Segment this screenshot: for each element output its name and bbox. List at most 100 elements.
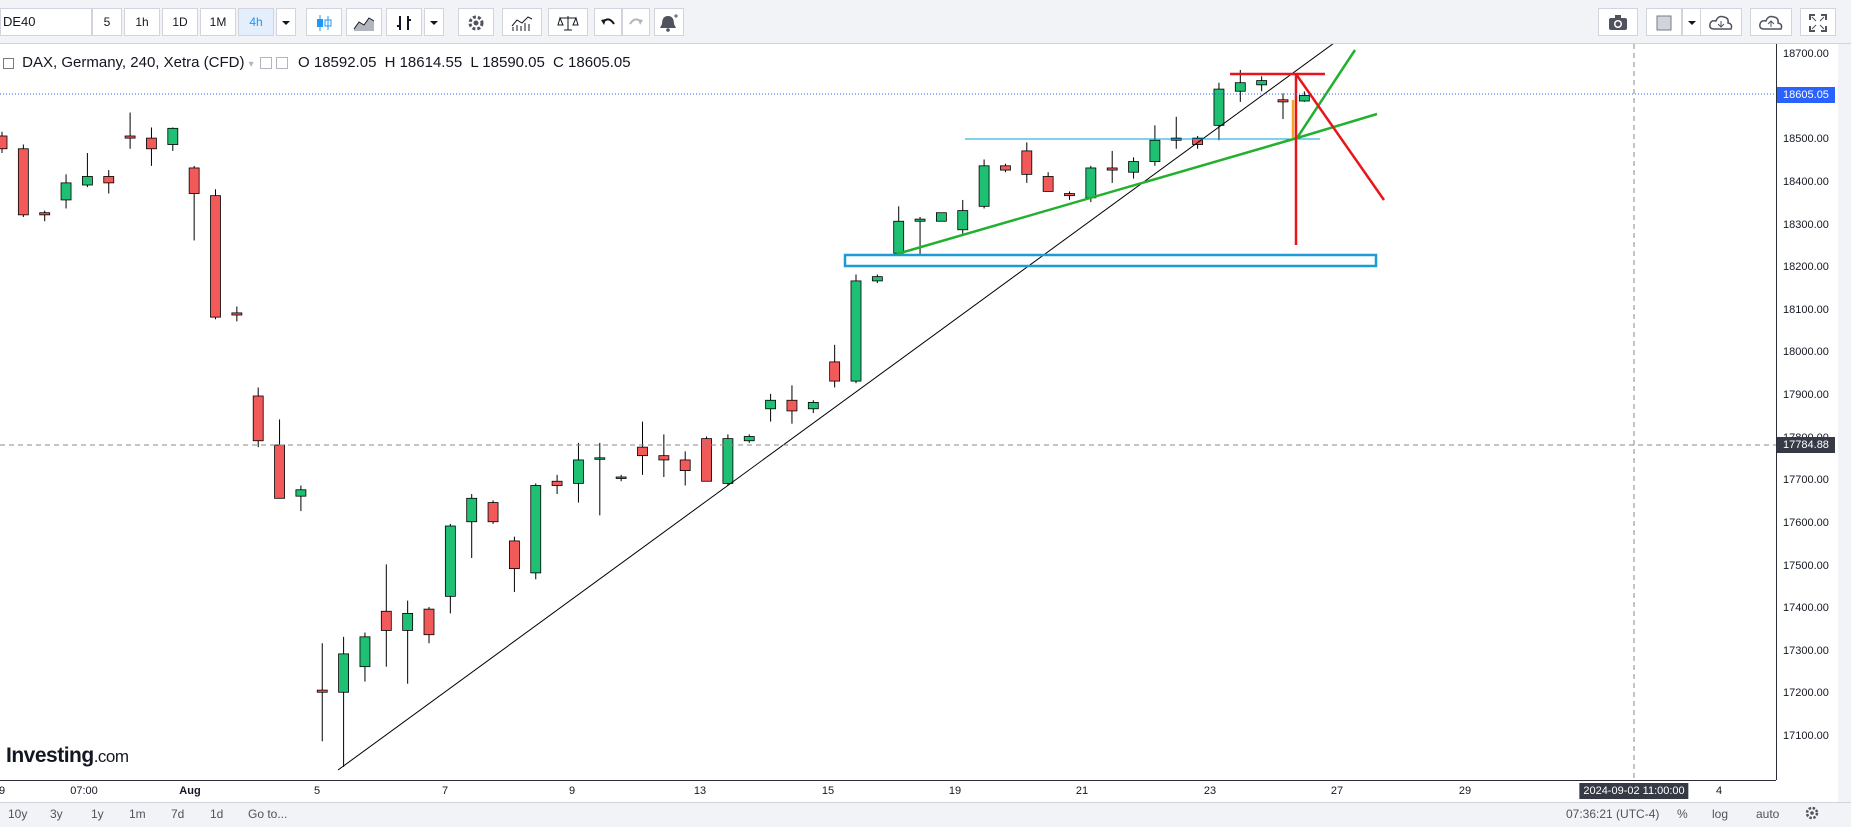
candle[interactable] <box>1149 125 1161 166</box>
candle[interactable] <box>60 174 72 209</box>
indicators-icon[interactable] <box>502 8 542 36</box>
candle[interactable] <box>701 436 712 482</box>
candle[interactable] <box>274 419 285 499</box>
area-chart-icon[interactable] <box>346 8 382 36</box>
candle[interactable] <box>914 216 926 256</box>
candle[interactable] <box>1298 91 1310 102</box>
candle[interactable] <box>167 127 179 151</box>
legend-dropdown-icon[interactable]: ▾ <box>248 59 254 70</box>
settings-icon[interactable] <box>458 8 494 36</box>
green-trendline[interactable] <box>896 136 1298 256</box>
candle[interactable] <box>978 159 990 209</box>
candle[interactable] <box>722 434 734 486</box>
support-zone-box[interactable] <box>843 253 1378 268</box>
candle[interactable] <box>594 442 606 516</box>
range-1y-button[interactable]: 1y <box>91 807 104 821</box>
candle[interactable] <box>466 494 478 558</box>
candle[interactable] <box>637 421 648 475</box>
candle[interactable] <box>1256 76 1268 92</box>
candle[interactable] <box>615 474 627 482</box>
interval-1d-button[interactable]: 1D <box>162 8 198 36</box>
format-icon[interactable] <box>275 57 288 70</box>
candle[interactable] <box>1000 163 1011 173</box>
candle[interactable] <box>893 206 905 256</box>
symbol-input[interactable]: DE40 <box>0 8 92 36</box>
interval-5-button[interactable]: 5 <box>92 8 122 36</box>
candle[interactable] <box>1064 191 1075 200</box>
range-1m-button[interactable]: 1m <box>129 807 146 821</box>
collapse-legend-icon[interactable] <box>3 57 14 69</box>
candle[interactable] <box>508 536 520 593</box>
chart-area[interactable] <box>0 44 1776 780</box>
compare-icon[interactable] <box>548 8 588 36</box>
range-1d-button[interactable]: 1d <box>210 807 224 821</box>
candle[interactable] <box>252 387 264 448</box>
candle[interactable] <box>829 344 841 388</box>
time-axis[interactable]: 9 07:00 Aug 5 7 9 13 15 19 21 23 27 29 2… <box>0 780 1776 803</box>
candle[interactable] <box>551 474 563 495</box>
fullscreen-icon[interactable] <box>1800 8 1836 36</box>
candle[interactable] <box>210 189 221 320</box>
redo-icon[interactable] <box>622 8 650 36</box>
green-alt-scenario-line[interactable] <box>1296 112 1378 140</box>
interval-1m-button[interactable]: 1M <box>200 8 236 36</box>
candles-icon[interactable] <box>306 8 342 36</box>
candle[interactable] <box>530 483 542 580</box>
candle[interactable] <box>423 606 435 644</box>
candle[interactable] <box>188 165 200 241</box>
candle[interactable] <box>936 212 947 222</box>
log-toggle[interactable]: log <box>1712 807 1729 821</box>
drawing-dropdown-icon[interactable] <box>1682 8 1702 36</box>
candle[interactable] <box>807 400 819 414</box>
candle[interactable] <box>1170 116 1182 149</box>
candle[interactable] <box>402 600 414 684</box>
candle[interactable] <box>850 274 862 384</box>
candle[interactable] <box>82 153 93 188</box>
candle[interactable] <box>380 564 392 667</box>
candle[interactable] <box>338 636 350 767</box>
percent-toggle[interactable]: % <box>1677 807 1688 821</box>
candle[interactable] <box>146 127 157 166</box>
candle[interactable] <box>17 144 29 217</box>
candle[interactable] <box>765 393 776 422</box>
candle[interactable] <box>359 632 371 682</box>
candle[interactable] <box>871 274 883 284</box>
price-chart[interactable] <box>0 44 1776 780</box>
camera-icon[interactable] <box>1598 8 1638 36</box>
candle[interactable] <box>487 500 499 524</box>
bars-icon[interactable] <box>386 8 422 36</box>
candle[interactable] <box>124 112 136 149</box>
red-down-scenario-line[interactable] <box>1294 73 1386 201</box>
candle[interactable] <box>743 434 755 443</box>
cloud-download-icon[interactable] <box>1700 8 1742 36</box>
interval-dropdown-icon[interactable] <box>276 8 296 36</box>
candle[interactable] <box>679 451 691 486</box>
range-10y-button[interactable]: 10y <box>8 807 28 821</box>
candle[interactable] <box>1021 142 1033 183</box>
candle[interactable] <box>39 210 51 222</box>
auto-toggle[interactable]: auto <box>1756 807 1780 821</box>
cloud-upload-icon[interactable] <box>1750 8 1792 36</box>
candle[interactable] <box>658 434 670 477</box>
candle[interactable] <box>0 131 8 154</box>
alert-icon[interactable] <box>654 8 684 36</box>
candle[interactable] <box>1277 93 1289 119</box>
interval-1h-button[interactable]: 1h <box>124 8 160 36</box>
candle[interactable] <box>1106 150 1118 183</box>
drawing-box-icon[interactable] <box>1646 8 1682 36</box>
candle[interactable] <box>231 306 243 322</box>
candle[interactable] <box>295 485 307 512</box>
scale-settings-icon[interactable] <box>1804 805 1820 824</box>
candle[interactable] <box>103 170 115 194</box>
range-3y-button[interactable]: 3y <box>50 807 63 821</box>
chart-type-dropdown-icon[interactable] <box>424 8 444 36</box>
visibility-icon[interactable] <box>259 57 272 70</box>
candle[interactable] <box>786 385 798 424</box>
trendline-black[interactable] <box>337 44 1393 771</box>
symbol-title[interactable]: DAX, Germany, 240, Xetra (CFD) <box>22 54 245 71</box>
candle[interactable] <box>1042 172 1054 192</box>
goto-button[interactable]: Go to... <box>248 807 288 821</box>
interval-4h-button[interactable]: 4h <box>238 8 274 36</box>
candle[interactable] <box>957 199 969 235</box>
undo-icon[interactable] <box>594 8 622 36</box>
